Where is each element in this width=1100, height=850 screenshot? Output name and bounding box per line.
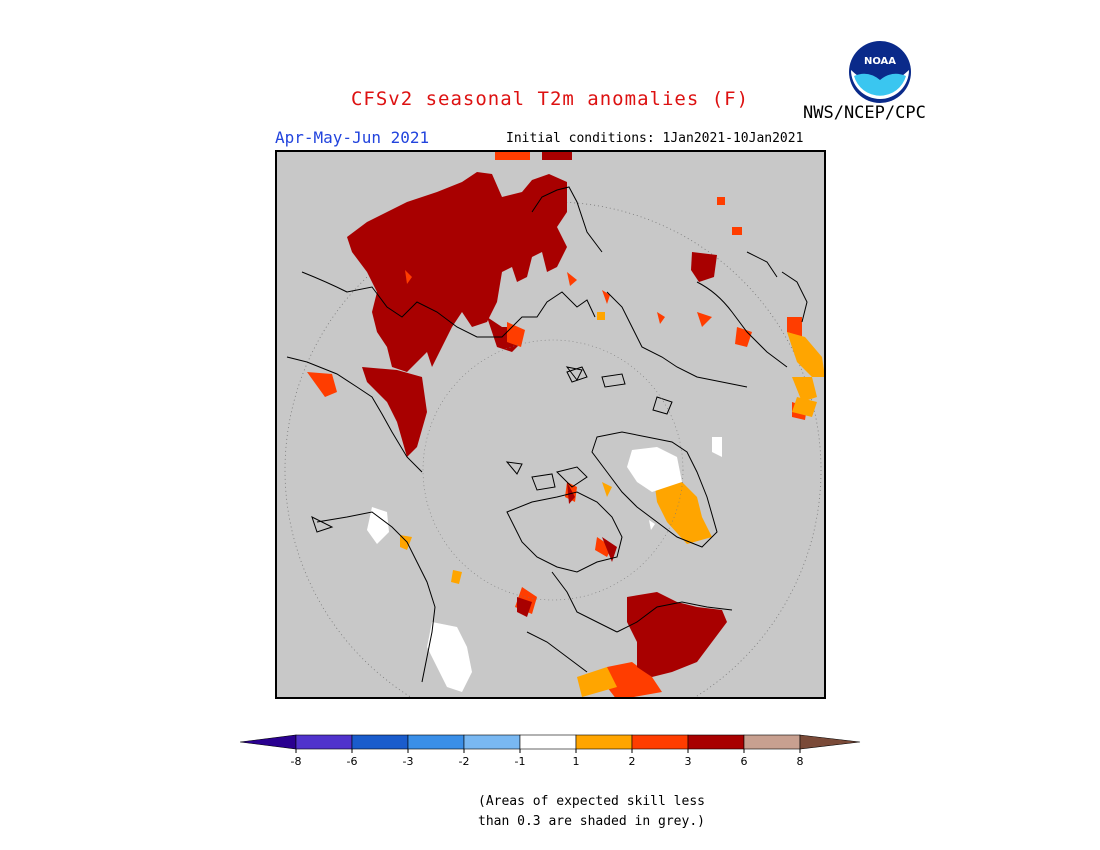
legend-tick-label: -8	[291, 755, 302, 768]
legend-tick-label: 1	[573, 755, 580, 768]
noaa-logo: NOAA	[848, 40, 912, 104]
legend-swatch	[519, 734, 577, 750]
legend-tick-label: 6	[741, 755, 748, 768]
legend-swatch	[575, 734, 633, 750]
legend-tick-label: 8	[797, 755, 804, 768]
legend-swatch	[463, 734, 521, 750]
chart-title: CFSv2 seasonal T2m anomalies (F)	[350, 88, 750, 110]
legend-tick-label: -2	[459, 755, 470, 768]
anomaly-plus-3-to-6-africa	[347, 152, 717, 457]
skill-note-line-1: (Areas of expected skill less	[478, 794, 705, 809]
graticule	[422, 339, 684, 601]
anomaly-plus-3-to-6-siberia	[517, 482, 727, 677]
latitude-circle-outer	[284, 201, 822, 697]
legend-swatch	[743, 734, 801, 750]
legend-arrow-high	[799, 734, 861, 750]
coastlines	[286, 186, 808, 683]
legend-tick-label: 2	[629, 755, 636, 768]
legend-swatch	[687, 734, 745, 750]
legend-swatch	[295, 734, 353, 750]
legend-tick-label: -6	[347, 755, 358, 768]
agency-label: NWS/NCEP/CPC	[803, 103, 926, 123]
legend-swatch	[631, 734, 689, 750]
legend-tick-label: -3	[403, 755, 414, 768]
season-label: Apr-May-Jun 2021	[275, 128, 430, 147]
legend-swatch	[407, 734, 465, 750]
initial-conditions-label: Initial conditions: 1Jan2021-10Jan2021	[506, 131, 804, 146]
legend-tick-label: -1	[515, 755, 526, 768]
anomaly-plus-1-to-2	[400, 312, 824, 697]
anomaly-near-normal	[367, 437, 722, 692]
skill-note-line-2: than 0.3 are shaded in grey.)	[478, 814, 705, 829]
legend-tick-label: 3	[685, 755, 692, 768]
svg-text:NOAA: NOAA	[864, 56, 896, 67]
skill-note: (Areas of expected skill less than 0.3 a…	[478, 792, 705, 832]
color-legend: -8 -6 -3 -2 -1 1 2 3 6 8	[239, 733, 865, 777]
polar-map	[275, 150, 826, 699]
legend-swatch	[351, 734, 409, 750]
legend-arrow-low	[239, 734, 297, 750]
